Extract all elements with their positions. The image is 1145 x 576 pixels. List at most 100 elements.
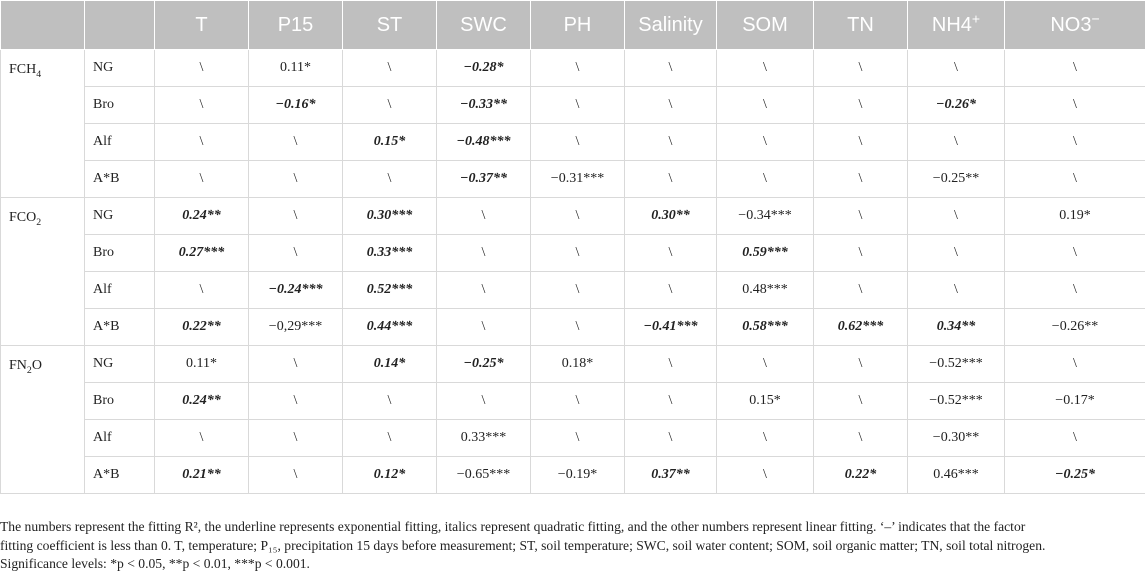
table-cell: \ — [624, 234, 717, 272]
table-cell: \ — [248, 419, 343, 457]
table-cell: \ — [716, 49, 814, 87]
group-label-text: FCH — [9, 62, 37, 77]
table-cell: \ — [154, 49, 249, 87]
table-cell: \ — [530, 419, 625, 457]
treatment-label: A*B — [84, 160, 155, 198]
column-header-label: ST — [376, 13, 403, 36]
table-cell: −0.41*** — [624, 308, 717, 346]
table-cell: \ — [716, 419, 814, 457]
table-cell: \ — [813, 86, 908, 124]
table-cell: \ — [813, 271, 908, 309]
table-cell: \ — [530, 86, 625, 124]
footnote-line-2: fitting coefficient is less than 0. T, t… — [0, 537, 1046, 553]
table-cell: 0.24** — [154, 382, 249, 420]
table-cell: \ — [530, 123, 625, 161]
column-header-label: Salinity — [638, 13, 703, 36]
column-header: NH4+ — [907, 0, 1005, 50]
table-cell: 0.34** — [907, 308, 1005, 346]
header-row: T P15 ST SWC PH Salinity SOM TN NH4+ NO3− — [0, 0, 1145, 50]
table-cell: \ — [813, 160, 908, 198]
table-cell: 0.44*** — [342, 308, 437, 346]
table-cell: 0.19* — [1004, 197, 1145, 235]
table-cell: \ — [436, 382, 531, 420]
table-body: FCH4 NG \ 0.11* \ −0.28* \ \ \ \ \ \ Bro \ −0.16* \ −0.3… — [0, 49, 1145, 494]
column-header-sup: − — [1091, 9, 1100, 26]
table-cell: \ — [342, 419, 437, 457]
table-cell: \ — [624, 345, 717, 383]
column-header: ST — [342, 0, 437, 50]
table-cell: 0.59*** — [716, 234, 814, 272]
treatment-label: NG — [84, 49, 155, 87]
table-cell: \ — [907, 234, 1005, 272]
table-cell: \ — [813, 345, 908, 383]
column-header-label: P15 — [277, 13, 314, 36]
group-label: FN2O — [0, 345, 85, 494]
table-cell: −0.16* — [248, 86, 343, 124]
table-row: Bro \ −0.16* \ −0.33** \ \ \ \ −0.26* \ — [1, 86, 1145, 124]
table-cell: 0.30*** — [342, 197, 437, 235]
column-header: SOM — [716, 0, 814, 50]
table-cell: \ — [342, 160, 437, 198]
table-cell: 0.33*** — [342, 234, 437, 272]
group-label-sub: 2 — [36, 216, 42, 228]
group-label-sub: 4 — [36, 68, 42, 80]
table-cell: \ — [716, 345, 814, 383]
column-header-label: SOM — [742, 13, 788, 36]
table-cell: \ — [530, 308, 625, 346]
table-cell: \ — [530, 197, 625, 235]
table-cell: \ — [624, 160, 717, 198]
table-row: A*B 0.21** \ 0.12* −0.65*** −0.19* 0.37** \ 0.22… — [1, 456, 1145, 494]
table-cell: \ — [624, 86, 717, 124]
table-cell: −0.48*** — [436, 123, 531, 161]
table-cell: \ — [813, 419, 908, 457]
table-cell: 0.14* — [342, 345, 437, 383]
table-cell: −0.37** — [436, 160, 531, 198]
table-cell: 0.37** — [624, 456, 717, 494]
table-cell: \ — [436, 308, 531, 346]
treatment-label: NG — [84, 197, 155, 235]
table-row: A*B 0.22** −0,29*** 0.44*** \ \ −0.41*** 0.58**… — [1, 308, 1145, 346]
table-cell: \ — [154, 86, 249, 124]
table-cell: 0.30** — [624, 197, 717, 235]
table-cell: \ — [1004, 271, 1145, 309]
column-header: SWC — [436, 0, 531, 50]
table-cell: \ — [154, 123, 249, 161]
column-header-label: TN — [847, 13, 874, 36]
table-cell: −0,29*** — [248, 308, 343, 346]
table-cell: −0.25** — [907, 160, 1005, 198]
table-cell: −0.26** — [1004, 308, 1145, 346]
table-cell: 0.52*** — [342, 271, 437, 309]
table-cell: \ — [1004, 86, 1145, 124]
table-row: A*B \ \ \ −0.37** −0.31*** \ \ \ −0.25** \ — [1, 160, 1145, 198]
column-header: TN — [813, 0, 908, 50]
table-cell: \ — [716, 86, 814, 124]
column-header-label: NO3 — [1050, 13, 1092, 36]
column-header: PH — [530, 0, 625, 50]
table-cell: \ — [624, 382, 717, 420]
treatment-label: Bro — [84, 234, 155, 272]
table-cell: \ — [1004, 49, 1145, 87]
table-cell: \ — [813, 382, 908, 420]
treatment-label: Alf — [84, 271, 155, 309]
table-cell: −0.65*** — [436, 456, 531, 494]
table-row: Alf \ \ 0.15* −0.48*** \ \ \ \ \ \ — [1, 123, 1145, 161]
table-cell: 0.46*** — [907, 456, 1005, 494]
column-header-label: PH — [563, 13, 592, 36]
column-header: T — [154, 0, 249, 50]
treatment-label: NG — [84, 345, 155, 383]
column-header: P15 — [248, 0, 343, 50]
table-cell: \ — [813, 197, 908, 235]
group-label: FCO2 — [0, 197, 85, 346]
table-cell: \ — [813, 123, 908, 161]
table-cell: 0.15* — [342, 123, 437, 161]
table-cell: \ — [248, 234, 343, 272]
group-label: FCH4 — [0, 49, 85, 198]
treatment-label: Alf — [84, 419, 155, 457]
table-cell: \ — [1004, 345, 1145, 383]
table-cell: \ — [342, 49, 437, 87]
treatment-label: A*B — [84, 308, 155, 346]
table-cell: \ — [530, 234, 625, 272]
column-header-label: T — [195, 13, 208, 36]
group-label-text: FN — [9, 358, 27, 373]
treatment-label: Bro — [84, 86, 155, 124]
